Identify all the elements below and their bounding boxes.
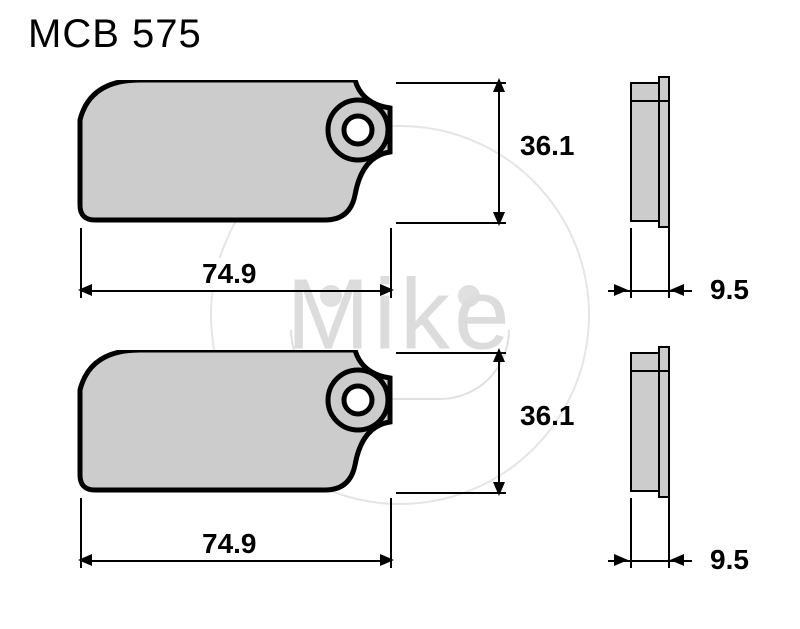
thickness-dim-bottom: 9.5 xyxy=(710,544,749,576)
height-dim-top: 36.1 xyxy=(520,130,575,162)
dim-arrow xyxy=(614,284,628,296)
dim-arrow xyxy=(670,554,684,566)
dim-arrow xyxy=(614,554,628,566)
brake-pad-top-front xyxy=(70,80,410,240)
dim-line xyxy=(498,82,500,222)
width-dim-top: 74.9 xyxy=(196,258,263,290)
dim-ext-line xyxy=(396,492,506,494)
side-detail-line xyxy=(630,100,668,102)
dim-line xyxy=(80,560,390,562)
width-dim-bottom: 74.9 xyxy=(196,528,263,560)
side-detail-line xyxy=(630,370,668,372)
dim-ext-line xyxy=(396,352,506,354)
dim-ext-line xyxy=(390,228,392,298)
height-dim-bottom: 36.1 xyxy=(520,400,575,432)
dim-ext-line xyxy=(80,228,82,298)
dim-arrow xyxy=(670,284,684,296)
dim-ext-line xyxy=(390,498,392,568)
part-number-title: MCB 575 xyxy=(28,12,202,57)
dim-line xyxy=(498,352,500,492)
dim-ext-line xyxy=(630,228,632,298)
dim-ext-line xyxy=(630,498,632,568)
dim-arrow xyxy=(493,78,505,92)
dim-ext-line xyxy=(396,82,506,84)
brake-pad-bottom-front xyxy=(70,350,410,510)
brake-pad-bottom-side-plate xyxy=(658,346,670,498)
dim-line xyxy=(80,290,390,292)
dim-ext-line xyxy=(668,228,670,298)
dim-arrow xyxy=(493,348,505,362)
drawing-canvas: Mike MCB 575 36.1 74.9 9.5 36.1 xyxy=(0,0,800,629)
thickness-dim-top: 9.5 xyxy=(710,274,749,306)
dim-ext-line xyxy=(668,498,670,568)
dim-ext-line xyxy=(396,222,506,224)
dim-ext-line xyxy=(80,498,82,568)
brake-pad-top-side-plate xyxy=(658,76,670,228)
